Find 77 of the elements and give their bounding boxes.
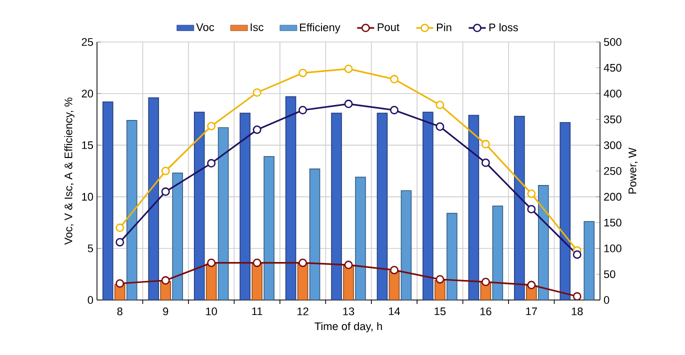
y2-tick-label: 0 <box>604 296 610 304</box>
y2-tick-label: 300 <box>604 141 622 150</box>
point <box>207 258 216 268</box>
legend-label: Voc <box>196 23 214 32</box>
y2-tick-label: 100 <box>604 244 622 252</box>
y2-tick-label: 400 <box>604 90 622 98</box>
y2-tick-label: 50 <box>604 270 616 278</box>
point <box>116 224 124 232</box>
x-tick-label: 10 <box>206 308 217 316</box>
point <box>207 122 216 130</box>
point <box>161 166 170 176</box>
x-tick-label: 16 <box>480 308 492 316</box>
bar <box>492 206 504 300</box>
y2-tick-label: 350 <box>604 116 622 124</box>
point <box>436 122 444 131</box>
point <box>527 280 536 290</box>
point <box>527 204 536 214</box>
point <box>481 278 490 286</box>
point <box>436 275 444 284</box>
x-tick-label: 14 <box>388 308 400 316</box>
x-tick-label: 13 <box>343 308 354 316</box>
point <box>207 159 216 168</box>
point <box>344 100 353 108</box>
y-tick-label: 15 <box>82 141 94 150</box>
y2-tick-label: 150 <box>604 218 622 226</box>
y2-tick-label: 250 <box>604 167 622 175</box>
point <box>298 258 308 268</box>
point <box>344 64 353 74</box>
point <box>161 187 170 196</box>
bar <box>285 96 296 300</box>
point <box>344 260 353 270</box>
point <box>161 276 170 285</box>
point <box>252 258 262 268</box>
point <box>390 74 398 84</box>
x-axis-title: Time of day, h <box>314 322 382 332</box>
y-tick-label: 10 <box>82 192 94 201</box>
bar <box>400 190 412 300</box>
point <box>116 279 124 288</box>
bar <box>194 112 205 300</box>
point <box>481 158 490 167</box>
y2-tick-label: 450 <box>604 64 622 72</box>
legend-label: Pin <box>436 23 452 32</box>
bar <box>468 114 480 300</box>
point <box>252 88 262 97</box>
bar <box>218 127 229 300</box>
x-tick-label: 9 <box>163 308 168 316</box>
y-tick-label: 20 <box>82 90 94 98</box>
point <box>390 266 398 274</box>
legend-label: Efficieny <box>300 23 340 34</box>
point <box>252 125 262 134</box>
bar <box>376 112 388 300</box>
y2-axis-title: Power, W <box>628 148 638 194</box>
point <box>481 140 490 148</box>
point <box>527 189 536 198</box>
point <box>572 250 582 259</box>
point <box>390 106 398 114</box>
point <box>572 292 582 301</box>
point <box>436 100 444 110</box>
point <box>298 106 308 114</box>
point <box>298 68 308 78</box>
point <box>116 238 124 246</box>
legend-label: P loss <box>489 23 518 32</box>
legend-label: Pout <box>378 23 400 32</box>
y-axis-title: Voc, V & Isc, A & Efficiency, % <box>64 98 74 245</box>
y-tick-label: 25 <box>82 38 94 46</box>
y2-tick-label: 500 <box>604 38 622 46</box>
x-tick-label: 8 <box>117 308 122 316</box>
y-tick-label: 0 <box>88 296 94 304</box>
y2-tick-label: 200 <box>604 192 622 201</box>
x-tick-label: 15 <box>434 308 446 316</box>
x-tick-label: 11 <box>252 308 262 316</box>
x-tick-label: 18 <box>572 308 583 316</box>
bar <box>309 168 320 300</box>
x-tick-label: 17 <box>526 308 537 316</box>
y-tick-label: 5 <box>88 244 94 252</box>
legend-label: Isc <box>250 23 264 32</box>
x-tick-label: 12 <box>298 308 308 316</box>
